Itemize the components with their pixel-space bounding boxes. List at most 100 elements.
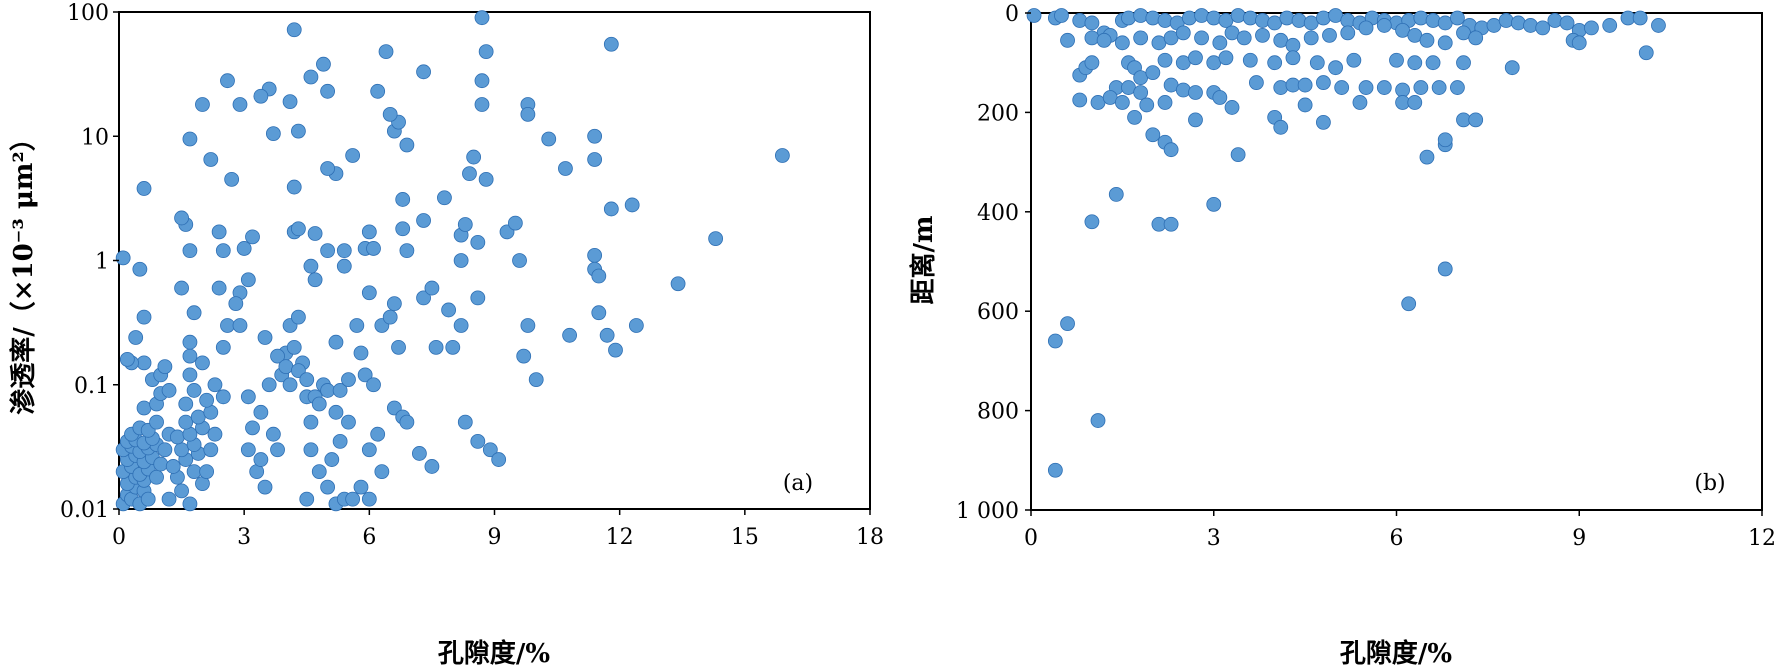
chart-b-x-axis-title: 孔隙度/% (1340, 638, 1452, 669)
chart-a-point (520, 106, 536, 122)
chart-a-point (341, 372, 356, 388)
chart-b-point (1145, 127, 1161, 143)
chart-b-point (1285, 50, 1301, 66)
chart-a-x-tick-label: 9 (488, 525, 502, 550)
chart-a-point (332, 433, 348, 449)
chart-a-point (416, 213, 431, 228)
chart-a-point (336, 258, 352, 274)
chart-a-point (462, 166, 477, 182)
chart-b-point (1145, 10, 1161, 26)
chart-a-point (299, 491, 315, 507)
chart-a-point (153, 456, 169, 472)
chart-a-point (599, 327, 615, 343)
chart-b-point (1638, 45, 1654, 61)
chart-a-point (345, 491, 361, 507)
chart-a-point (174, 210, 189, 226)
chart-b-point (1133, 30, 1149, 46)
chart-a-point (303, 69, 319, 85)
chart-a-point (303, 442, 319, 458)
chart-a-point (261, 377, 277, 393)
chart-b-point (1419, 32, 1435, 48)
chart-a-y-tick-label: 100 (67, 1, 109, 26)
chart-a-point (170, 429, 185, 445)
chart-a-point (386, 296, 402, 311)
chart-b-point (1248, 75, 1264, 90)
chart-a-point (178, 414, 194, 430)
chart-b-point (1291, 13, 1307, 28)
chart-a-point (307, 272, 323, 288)
chart-a-point (603, 201, 619, 217)
chart-a-point (232, 318, 248, 333)
chart-a-point (157, 442, 173, 458)
chart-a-x-tick-label: 18 (856, 525, 884, 550)
chart-b-point (1127, 109, 1142, 125)
chart-a-point (357, 367, 373, 383)
chart-a-point (257, 479, 273, 495)
chart-a-point (149, 414, 164, 430)
chart-a-point (541, 131, 557, 147)
chart-a-point (265, 426, 281, 442)
chart-b-point (1376, 80, 1392, 95)
chart-a-point (182, 367, 198, 383)
chart-a-point (328, 404, 344, 420)
chart-a-point (361, 491, 377, 507)
chart-a-point (774, 148, 790, 163)
chart-a-point (174, 280, 189, 296)
chart-a-point (174, 483, 189, 499)
chart-b-point (1188, 112, 1203, 128)
chart-a-point (253, 452, 269, 467)
chart-a-point (370, 426, 386, 442)
chart-b-y-tick-label: 200 (977, 101, 1019, 126)
chart-a-point (466, 149, 482, 165)
chart-a-point (178, 396, 194, 412)
chart-b-point (1084, 15, 1100, 31)
chart-b-point (1285, 37, 1301, 53)
chart-a-point (278, 359, 294, 374)
chart-b-y-ticks: 0 200 400 600 800 1 000 (956, 2, 1031, 524)
chart-a-point (591, 268, 607, 284)
chart-b-point (1334, 80, 1350, 95)
chart-b-point (1273, 80, 1289, 95)
chart-b-point (1157, 95, 1173, 110)
chart-a-y-tick-label: 0.01 (60, 498, 109, 523)
chart-a-x-tick-label: 6 (362, 525, 376, 550)
chart-b-point (1060, 316, 1075, 332)
chart-b-point (1194, 8, 1209, 23)
chart-a-point (416, 64, 431, 80)
chart-a: 0 3 6 9 12 15 18 0.01 0.1 1 10 100 (a) 孔隙度/% 渗透率/（… (8, 1, 884, 669)
chart-a-point (353, 479, 369, 495)
chart-b-point (1547, 13, 1563, 28)
chart-a-y-tick-label: 1 (95, 250, 109, 275)
chart-a-point (320, 479, 336, 495)
chart-b-point (1346, 52, 1362, 68)
chart-a-point (220, 73, 235, 89)
chart-a-point (165, 459, 181, 474)
chart-b-points (1026, 8, 1666, 478)
chart-b-point (1425, 13, 1441, 28)
chart-a-point (399, 414, 415, 430)
chart-b-point (1026, 8, 1042, 23)
chart-b-point (1181, 10, 1197, 26)
chart-b-point (1437, 35, 1453, 51)
chart-a-point (366, 377, 381, 393)
chart-b-point (1340, 25, 1356, 41)
chart-a-point (286, 339, 302, 355)
chart-a-point (282, 94, 298, 110)
chart-a-point (186, 305, 202, 321)
chart-b: 0 3 6 9 12 0 200 400 600 800 1 000 (b) 孔隙度/% 距离/m (908, 2, 1776, 669)
chart-b-point (1060, 32, 1075, 48)
chart-a-x-tick-label: 15 (731, 525, 759, 550)
chart-a-point (182, 348, 198, 364)
chart-b-point (1413, 80, 1429, 95)
chart-b-point (1054, 8, 1069, 23)
chart-a-point (149, 469, 164, 485)
chart-b-point (1188, 50, 1203, 66)
chart-a-point (708, 231, 724, 247)
chart-a-points (115, 10, 790, 512)
chart-b-point (1510, 15, 1526, 31)
chart-a-point (282, 377, 298, 393)
chart-a-point (207, 377, 223, 393)
chart-a-panel-label: (a) (783, 471, 813, 496)
chart-a-point (136, 309, 152, 325)
chart-b-y-tick-label: 800 (977, 400, 1019, 425)
